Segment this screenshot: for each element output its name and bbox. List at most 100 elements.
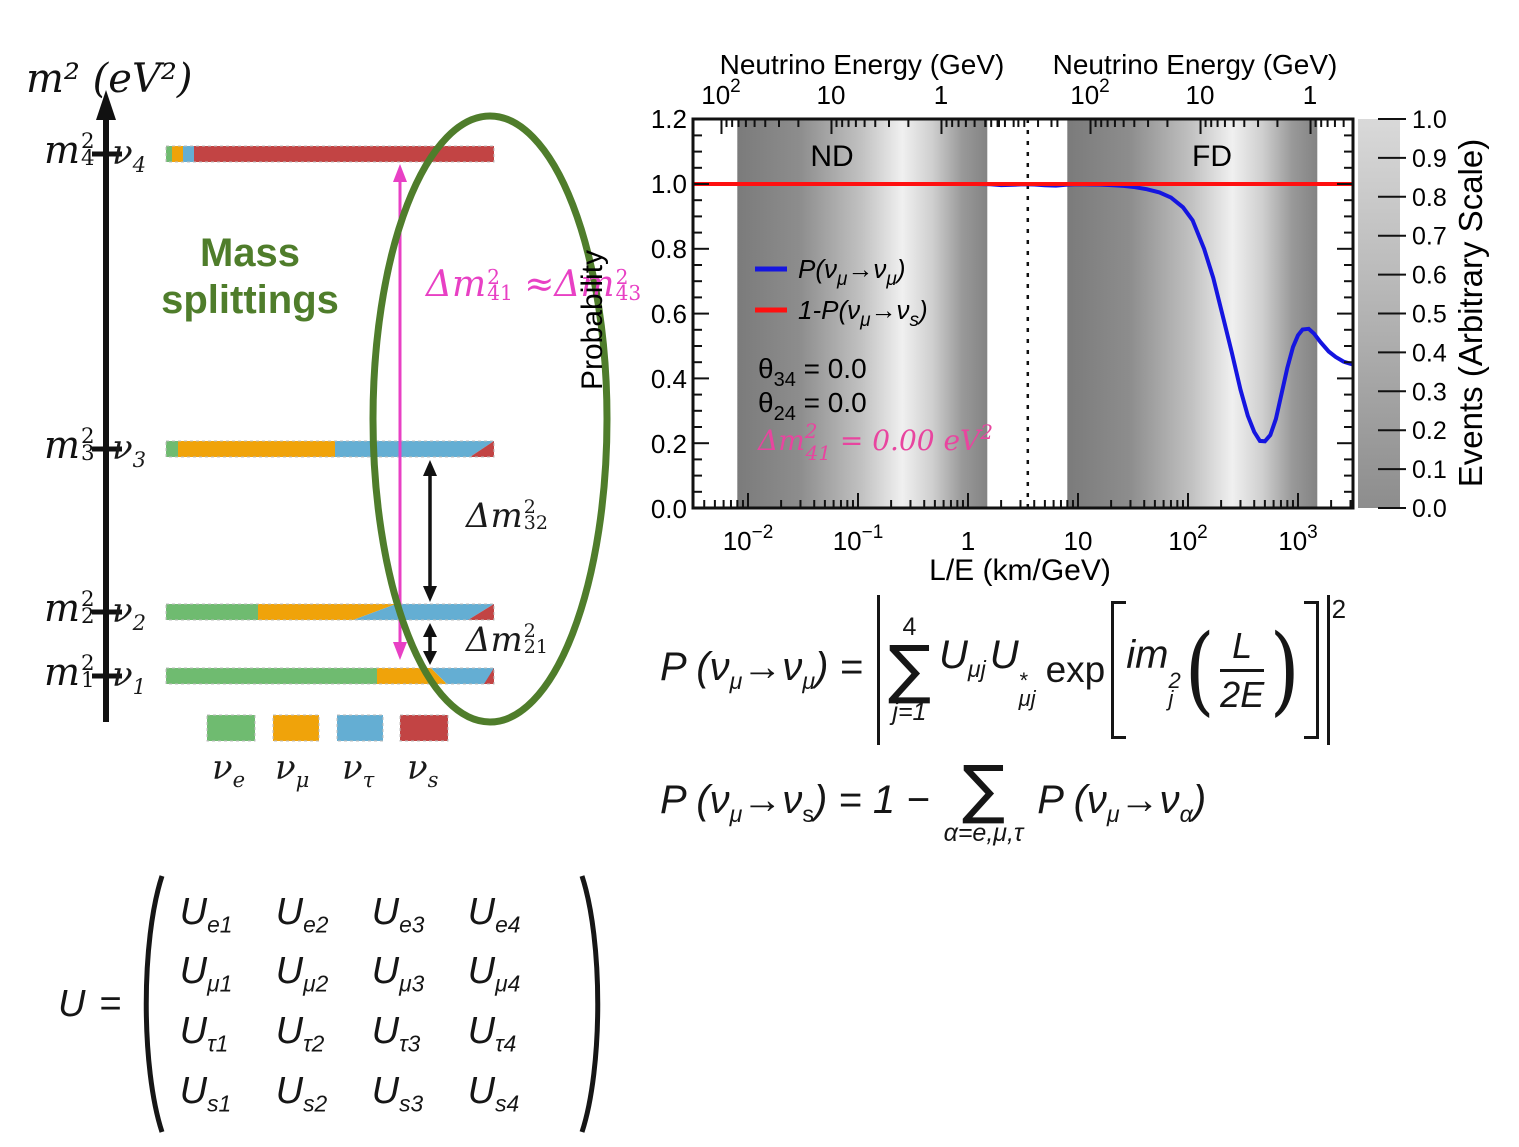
fd-event-band (1067, 119, 1318, 508)
dm21-arrow (423, 623, 437, 665)
eq2-lhs: P (νμ→νs) = 1 − (660, 778, 930, 827)
dm32-label: Δm 2 32 (466, 496, 549, 536)
xtick-1e3: 103 (1278, 522, 1318, 556)
paren-left: ( (1184, 613, 1215, 726)
ytick-0-8: 0.8 (651, 234, 687, 264)
nu3-label: ν3 (112, 428, 147, 472)
xtick-1e-2: 10−2 (723, 522, 774, 556)
sum-over-j: 4 ∑ j=1 (887, 612, 931, 727)
nu-tau-legend-label: ντ (342, 748, 375, 792)
paren-right: ) (1269, 613, 1300, 726)
theta34-annotation: θ34 = 0.0 (758, 353, 867, 391)
colorbar-tick-label: 0.8 (1412, 184, 1447, 212)
nu1-label: ν1 (112, 655, 147, 699)
fd-label: FD (1192, 140, 1232, 173)
dm21-label: Δm 2 21 (466, 620, 549, 660)
xtick-10: 10 (1064, 526, 1093, 556)
pmus-equation: P (νμ→νs) = 1 − ∑ α=e,μ,τ P (νμ→να) (660, 748, 1206, 858)
matrix-grid: Ue1 Ue2 Ue3 Ue4 Uμ1 Uμ2 Uμ3 Uμ4 Uτ1 Uτ2 … (179, 890, 521, 1117)
ytick-1-0: 1.0 (651, 169, 687, 199)
nu-mu-swatch (272, 714, 320, 742)
colorbar-tick-label: 0.3 (1412, 378, 1447, 406)
colorbar-tick-label: 0.9 (1412, 145, 1447, 173)
nu4-bar (165, 145, 495, 163)
flavour-legend-swatches (206, 714, 449, 742)
etick-nd-1: 1 (934, 80, 948, 110)
colorbar-tick-label: 0.1 (1412, 456, 1447, 484)
bracket-right (1303, 601, 1319, 739)
nu-e-swatch (206, 714, 256, 742)
nu2-bar (165, 603, 495, 621)
nu-s-legend-label: νs (407, 748, 439, 792)
dm41-annotation: Δm 2 41 ≈ Δm 2 43 (426, 264, 642, 306)
phase-term: im 2 j (1126, 632, 1181, 711)
etick-fd-1: 1 (1303, 80, 1317, 110)
bracket-left (1111, 601, 1127, 739)
etick-nd-10: 10 (817, 80, 846, 110)
L-over-2E-fraction: L 2E (1220, 624, 1265, 715)
theta24-annotation: θ24 = 0.0 (758, 387, 867, 425)
nu4-label: ν4 (112, 133, 147, 177)
mass-splitting-diagram (92, 90, 611, 742)
etick-fd-100: 102 (1070, 76, 1110, 110)
mass-splittings-title: Mass splittings (161, 231, 339, 323)
nd-label: ND (810, 140, 853, 173)
matrix-paren-left-icon (143, 875, 165, 1133)
abs-bar-left (876, 595, 880, 745)
etick-nd-100: 102 (701, 76, 741, 110)
axis-arrowhead-icon (96, 90, 116, 120)
legend-blue-label: P(νμ→νμ) (798, 254, 906, 290)
matrix-lhs: U (58, 982, 86, 1025)
etick-fd-10: 10 (1186, 80, 1215, 110)
eq2-rhs: P (νμ→να) (1037, 778, 1207, 827)
abs-bar-right (1326, 595, 1330, 745)
pmumu-equation: P (νμ→νμ) = 4 ∑ j=1 Uμj U * μj exp im 2 j ( L… (660, 590, 1346, 750)
eq1-lhs: P (νμ→νμ) = (660, 645, 863, 694)
nu1-bar (165, 667, 495, 685)
x-axis-title: L/E (km/GeV) (929, 554, 1111, 587)
ytick-0-0: 0.0 (651, 494, 687, 524)
exp-operator: exp (1045, 649, 1106, 690)
colorbar-tick-label: 0.7 (1412, 223, 1447, 251)
matrix-paren-right-icon (579, 875, 600, 1133)
nu2-label: ν2 (112, 591, 147, 635)
colorbar-title: Events (Arbitrary Scale) (1452, 139, 1489, 487)
nu-e-legend-label: νe (212, 748, 246, 792)
xtick-1e2: 102 (1168, 522, 1208, 556)
xtick-1: 1 (961, 526, 975, 556)
colorbar-tick-label: 0.2 (1412, 417, 1447, 445)
matrix-equals: = (99, 982, 122, 1025)
squared-exponent: 2 (1331, 594, 1347, 624)
energy-axis-title-nd: Neutrino Energy (GeV) (720, 49, 1005, 80)
y-axis-title: Probability (580, 250, 609, 390)
oscillation-plot: 1.2 1.0 0.8 0.6 0.4 0.2 0.0 10−2 10−1 1 … (580, 49, 1489, 587)
mass-axis-title: m² (eV²) (26, 56, 193, 102)
nu-s-swatch (399, 714, 449, 742)
sum-over-alpha: ∑ α=e,μ,τ (943, 753, 1024, 847)
energy-axis-title-fd: Neutrino Energy (GeV) (1053, 49, 1338, 80)
colorbar-tick-label: 0.0 (1412, 495, 1447, 523)
colorbar-tick-label: 0.5 (1412, 301, 1447, 329)
colorbar-tick-label: 1.0 (1412, 106, 1447, 134)
nu-mu-legend-label: νμ (275, 748, 310, 792)
xtick-1e-1: 10−1 (833, 522, 884, 556)
ytick-1-2: 1.2 (651, 104, 687, 134)
ytick-0-6: 0.6 (651, 299, 687, 329)
colorbar-tick-label: 0.4 (1412, 339, 1447, 367)
ytick-0-4: 0.4 (651, 364, 687, 394)
colorbar-tick-label: 0.6 (1412, 262, 1447, 290)
nu3-bar (165, 440, 495, 458)
legend-red-label: 1-P(νμ→νs) (798, 295, 928, 331)
mixing-matrix: U = Ue1 Ue2 Ue3 Ue4 Uμ1 Uμ2 Uμ3 Uμ4 Uτ1 … (58, 870, 608, 1138)
u-product: Uμj U * μj (939, 632, 1036, 711)
dm41-arrow (393, 164, 407, 660)
ytick-0-2: 0.2 (651, 429, 687, 459)
highlight-ellipse (369, 112, 611, 726)
dm32-arrow (423, 460, 437, 602)
dm41-value-annotation: Δm2 41 = 0.00 eV2 (757, 419, 993, 465)
